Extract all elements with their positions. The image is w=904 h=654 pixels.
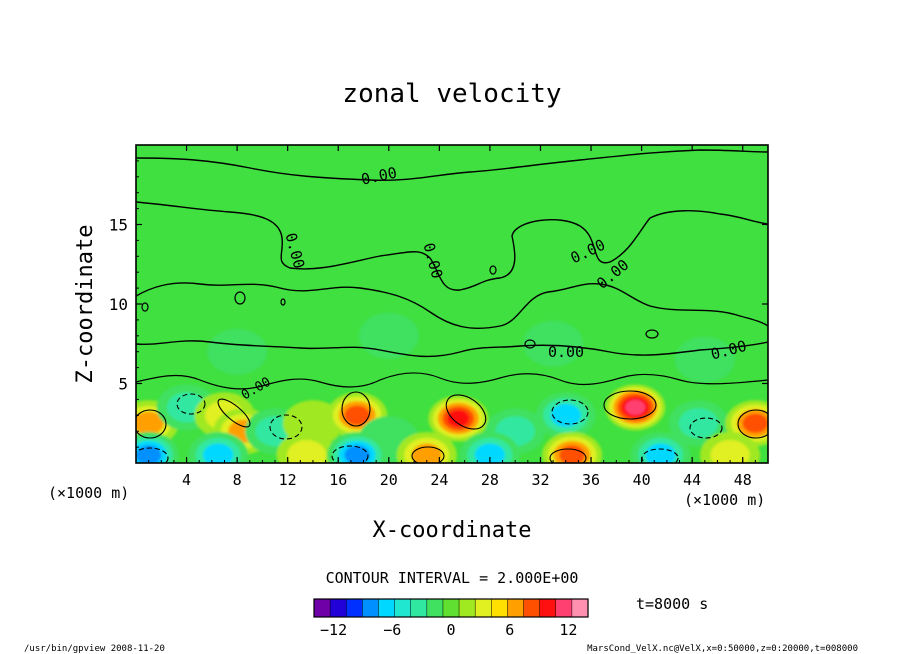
colorbar-swatch — [426, 599, 444, 617]
velocity-cell — [207, 328, 268, 375]
colorbar-tick-label: −12 — [320, 621, 347, 639]
velocity-cell — [645, 443, 676, 463]
footer-left: /usr/bin/gpview 2008-11-20 — [24, 644, 165, 654]
colorbar-swatch — [491, 599, 509, 617]
x-tick-label: 32 — [531, 471, 549, 489]
colorbar-swatch — [410, 599, 428, 617]
x-tick-label: 4 — [182, 471, 191, 489]
x-tick-label: 8 — [233, 471, 242, 489]
plot-area: 0.00 0.00 0.00 0.00 0.00 0.00 0.00 0.00 — [136, 145, 768, 463]
x-axis: 4 8 12 16 20 24 28 32 36 40 44 48 — [148, 145, 756, 489]
colorbar-tick-label: 6 — [505, 621, 514, 639]
contour-interval-text: CONTOUR INTERVAL = 2.000E+00 — [326, 569, 579, 587]
colorbar-swatch — [571, 599, 589, 617]
y-tick-label: 10 — [109, 295, 128, 314]
colorbar-tick-label: −6 — [383, 621, 401, 639]
velocity-cell — [559, 445, 585, 463]
x-tick-label: 20 — [380, 471, 398, 489]
y-axis: 5 10 15 — [109, 160, 768, 448]
colorbar-swatch — [346, 599, 363, 617]
velocity-cell — [358, 312, 419, 359]
chart-title: zonal velocity — [342, 79, 561, 109]
colorbar-tick-label: 0 — [446, 621, 455, 639]
x-unit-right: (×1000 m) — [684, 491, 765, 509]
x-tick-label: 12 — [279, 471, 297, 489]
x-tick-label: 16 — [329, 471, 347, 489]
velocity-cell — [523, 320, 584, 367]
colorbar-swatch — [330, 599, 347, 617]
colorbar-ticks: −12 −6 0 6 12 — [320, 621, 577, 639]
velocity-cell — [136, 445, 162, 463]
velocity-cell — [742, 413, 768, 433]
x-tick-label: 48 — [734, 471, 752, 489]
velocity-cell — [625, 399, 646, 415]
velocity-cell — [344, 445, 370, 463]
velocity-cell — [136, 411, 164, 435]
x-tick-label: 36 — [582, 471, 600, 489]
y-tick-label: 5 — [118, 375, 128, 394]
colorbar-swatch — [442, 599, 460, 617]
x-axis-label: X-coordinate — [373, 518, 532, 543]
velocity-cell — [287, 440, 327, 463]
y-tick-label: 15 — [109, 216, 128, 235]
x-tick-label: 44 — [683, 471, 701, 489]
velocity-cell — [474, 443, 506, 463]
colorbar-swatch — [314, 599, 331, 617]
colorbar-swatch — [459, 599, 476, 617]
colorbar-frame — [313, 598, 589, 618]
colorbar-swatch — [394, 599, 412, 617]
footer-right: MarsCond_VelX.nc@VelX,x=0:50000,z=0:2000… — [587, 644, 858, 654]
colorbar-swatch — [475, 599, 492, 617]
x-unit-left: (×1000 m) — [48, 484, 129, 502]
x-tick-label: 28 — [481, 471, 499, 489]
velocity-cell — [678, 408, 719, 439]
velocity-cell — [344, 405, 370, 425]
colorbar-tick-label: 12 — [559, 621, 577, 639]
velocity-cell — [710, 440, 750, 463]
x-tick-label: 24 — [430, 471, 448, 489]
velocity-cell — [203, 443, 234, 463]
colorbar-swatch — [378, 599, 396, 617]
colorbar — [313, 598, 589, 618]
colorbar-swatch — [539, 599, 557, 617]
time-label: t=8000 s — [636, 595, 708, 613]
x-tick-label: 40 — [633, 471, 651, 489]
contour-label: 0.00 — [548, 343, 584, 361]
colorbar-swatch — [362, 599, 380, 617]
velocity-cell — [447, 410, 470, 427]
colorbar-swatch — [523, 599, 541, 617]
colorbar-swatch — [555, 599, 573, 617]
colorbar-swatch — [507, 599, 525, 617]
y-axis-label: Z-coordinate — [73, 225, 98, 384]
